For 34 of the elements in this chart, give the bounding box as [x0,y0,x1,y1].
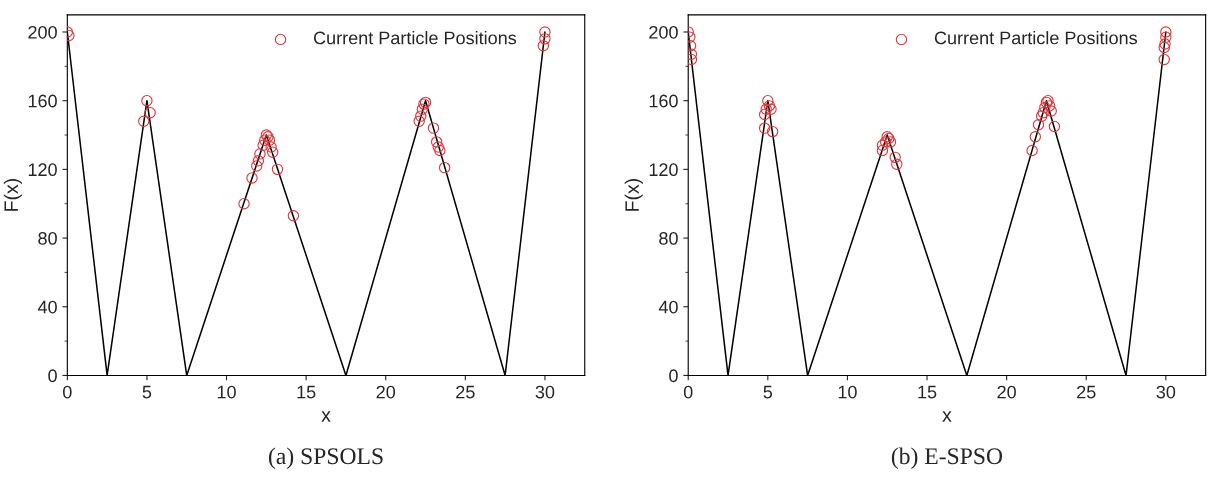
y-tick-label: 40 [37,300,57,314]
x-tick-label: 10 [217,385,236,399]
legend-label: Current Particle Positions [313,31,517,45]
x-tick-label: 25 [456,385,475,399]
y-tick-label: 120 [28,163,57,177]
x-tick-label: 0 [63,385,72,399]
y-axis-title: F(x) [3,179,22,211]
x-tick-label: 5 [763,385,773,399]
text: (a) SPSOLS [269,447,383,469]
x-tick-label: 10 [838,385,857,399]
y-tick-label: 200 [28,25,57,39]
y-tick-label: 160 [28,94,57,108]
x-tick-label: 15 [918,385,937,399]
y-tick-label: 0 [48,369,57,383]
legend-label: Current Particle Positions [934,31,1138,45]
y-tick-label: 80 [659,232,678,245]
x-tick-label: 15 [297,385,316,399]
x-tick-label: 25 [1077,385,1096,399]
x-axis-title: x [321,411,331,422]
y-tick-label: 0 [669,369,678,383]
x-tick-label: 0 [683,385,693,399]
x-tick-label: 30 [1156,385,1176,399]
y-tick-label: 120 [649,163,678,177]
y-tick-label: 160 [649,94,678,108]
x-tick-label: 5 [142,385,152,399]
text: (b) E-SPSO [891,447,1003,469]
x-tick-label: 20 [376,385,396,399]
y-tick-label: 200 [649,25,678,39]
x-tick-label: 30 [535,385,555,399]
y-tick-label: 80 [38,232,57,245]
y-axis-title: F(x) [624,179,643,211]
y-tick-label: 40 [658,300,678,314]
x-tick-label: 20 [997,385,1016,399]
x-axis-title: x [942,411,952,422]
